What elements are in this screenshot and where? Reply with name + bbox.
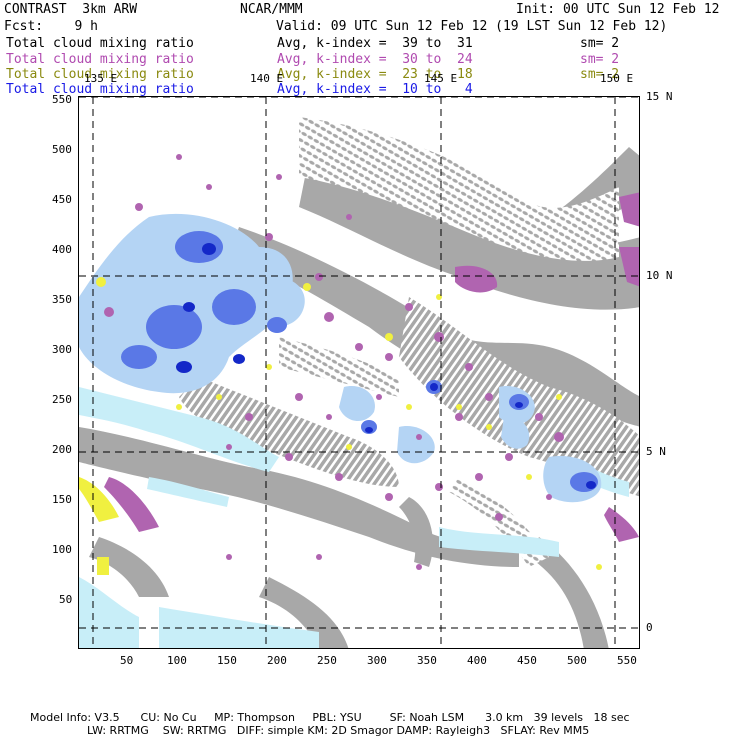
field-sm-2: sm= 2 (580, 52, 620, 67)
y-tick-400: 400 (52, 243, 72, 256)
x-tick-350: 350 (417, 654, 437, 667)
init-time: Init: 00 UTC Sun 12 Feb 12 (516, 2, 720, 17)
cloud-map (78, 96, 640, 649)
y-tick-500: 500 (52, 143, 72, 156)
field-sm-1: sm= 2 (580, 36, 620, 51)
y-tick-300: 300 (52, 343, 72, 356)
y-tick-50: 50 (59, 593, 73, 606)
lightcyan-cloud-regions (79, 387, 629, 648)
physics-info-line: LW: RRTMG SW: RRTMG DIFF: simple KM: 2D … (87, 724, 590, 737)
y-tick-550: 550 (52, 93, 72, 106)
y-tick-450: 450 (52, 193, 72, 206)
lon-label-140: 140 E (250, 72, 284, 85)
lon-label-135: 135 E (84, 72, 118, 85)
x-tick-550: 550 (617, 654, 637, 667)
field-range-4: Avg, k-index = 10 to 4 (277, 82, 473, 97)
x-tick-200: 200 (267, 654, 287, 667)
yellow-cloud-cells (79, 277, 602, 575)
field-name-2: Total cloud mixing ratio (6, 52, 194, 67)
lat-label-10n: 10 N (646, 269, 673, 282)
forecast-hour: Fcst: 9 h (4, 19, 98, 34)
field-range-3: Avg, k-index = 23 to 18 (277, 67, 473, 82)
field-range-1: Avg, k-index = 39 to 31 (277, 36, 473, 51)
y-tick-150: 150 (52, 493, 72, 506)
y-tick-350: 350 (52, 293, 72, 306)
x-tick-450: 450 (517, 654, 537, 667)
x-tick-100: 100 (167, 654, 187, 667)
model-title: CONTRAST 3km ARW (4, 2, 138, 17)
lat-lon-grid (79, 97, 639, 648)
darkblue-cloud-cores (176, 243, 596, 489)
x-tick-150: 150 (217, 654, 237, 667)
x-tick-500: 500 (567, 654, 587, 667)
lat-label-0: 0 (646, 621, 653, 634)
y-tick-250: 250 (52, 393, 72, 406)
x-tick-300: 300 (367, 654, 387, 667)
organization-label: NCAR/MMM (240, 2, 303, 17)
lat-label-5n: 5 N (646, 445, 666, 458)
lon-label-150: 150 E (600, 72, 634, 85)
model-info-line: Model Info: V3.5 CU: No Cu MP: Thompson … (30, 711, 630, 724)
cloud-field-svg (79, 97, 639, 648)
lon-label-145: 145 E (424, 72, 458, 85)
field-name-4: Total cloud mixing ratio (6, 82, 194, 97)
blue-cloud-cores (121, 231, 598, 492)
y-tick-200: 200 (52, 443, 72, 456)
y-tick-100: 100 (52, 543, 72, 556)
x-tick-250: 250 (317, 654, 337, 667)
x-tick-50: 50 (120, 654, 134, 667)
valid-time: Valid: 09 UTC Sun 12 Feb 12 (19 LST Sun … (276, 19, 668, 34)
field-name-3: Total cloud mixing ratio (6, 67, 194, 82)
field-range-2: Avg, k-index = 30 to 24 (277, 52, 473, 67)
field-sm-3: sm= 2 (580, 67, 620, 82)
x-tick-400: 400 (467, 654, 487, 667)
purple-cloud-cells (104, 154, 639, 570)
lat-label-15n: 15 N (646, 90, 673, 103)
field-name-1: Total cloud mixing ratio (6, 36, 194, 51)
